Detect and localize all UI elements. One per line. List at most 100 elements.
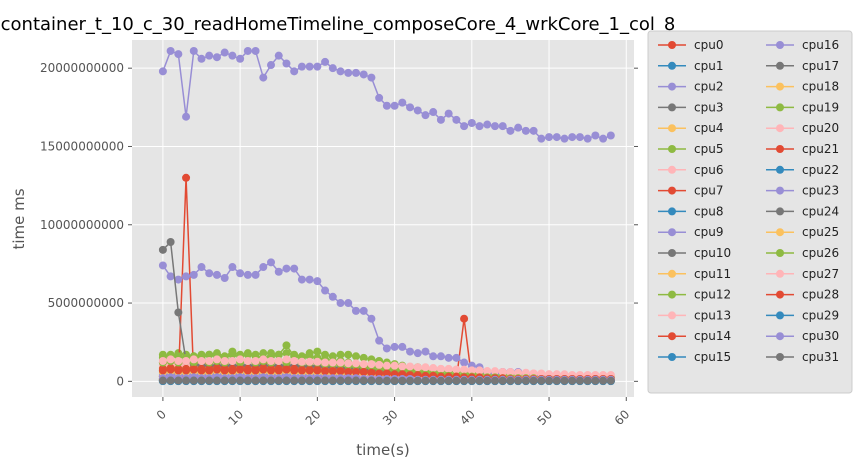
data-point (274, 356, 283, 365)
data-point (189, 365, 198, 374)
legend-marker (668, 353, 676, 361)
data-point (490, 376, 499, 385)
data-point (197, 366, 206, 375)
data-point (537, 376, 546, 385)
data-point (290, 366, 299, 375)
data-point (429, 376, 438, 385)
data-point (444, 376, 453, 385)
data-point (228, 376, 237, 385)
legend-item: cpu26 (766, 246, 839, 260)
data-point (413, 106, 422, 115)
data-point (220, 366, 229, 375)
y-axis-label: time ms (10, 188, 28, 249)
data-point (375, 360, 384, 369)
data-point (220, 274, 229, 282)
legend-label: cpu8 (694, 204, 723, 218)
legend-label: cpu3 (694, 100, 723, 114)
legend-item: cpu11 (658, 267, 731, 281)
legend-item: cpu6 (658, 163, 723, 177)
data-point (344, 350, 353, 359)
data-point (313, 357, 322, 366)
data-point (359, 367, 368, 376)
chart-title: container_t_10_c_30_readHomeTimeline_com… (1, 14, 676, 35)
data-point (305, 357, 314, 366)
data-point (243, 46, 252, 55)
data-point (158, 245, 167, 254)
data-point (436, 376, 445, 385)
legend-item: cpu25 (766, 225, 839, 239)
data-point (259, 263, 268, 272)
data-point (421, 363, 430, 372)
data-point (521, 376, 530, 385)
data-point (236, 355, 245, 364)
data-point (514, 376, 523, 385)
legend-item: cpu15 (658, 350, 731, 364)
data-point (583, 376, 592, 385)
data-point (158, 67, 167, 76)
data-point (560, 376, 569, 385)
data-point (398, 98, 407, 107)
legend-marker (668, 249, 676, 257)
data-point (212, 355, 221, 364)
legend-marker (668, 311, 676, 320)
data-point (297, 376, 306, 385)
legend-item: cpu18 (766, 80, 839, 94)
data-point (398, 362, 407, 371)
legend-label: cpu18 (802, 80, 839, 94)
data-point (467, 366, 476, 375)
data-point (375, 369, 384, 378)
data-point (205, 366, 214, 375)
data-point (182, 272, 191, 281)
data-point (390, 101, 399, 110)
data-point (367, 73, 376, 82)
data-point (351, 306, 360, 315)
legend-marker (668, 332, 676, 341)
y-tick-label: 0 (116, 374, 124, 388)
legend-label: cpu12 (694, 288, 731, 302)
legend-item: cpu21 (766, 142, 839, 156)
legend-marker (668, 82, 676, 91)
legend-label: cpu21 (802, 142, 839, 156)
data-point (429, 352, 438, 361)
legend-item: cpu14 (658, 329, 731, 343)
series-cpu16 (158, 46, 615, 143)
legend-marker (776, 353, 784, 361)
legend-marker (776, 207, 784, 216)
data-point (321, 358, 330, 367)
legend-marker (776, 186, 784, 195)
data-point (158, 376, 167, 385)
legend-marker (776, 124, 784, 133)
data-point (351, 359, 360, 368)
data-point (174, 308, 183, 317)
data-point (421, 376, 430, 385)
data-point (390, 342, 399, 351)
data-point (243, 350, 252, 359)
data-point (521, 126, 530, 135)
data-point (243, 366, 252, 375)
data-point (220, 356, 229, 365)
data-point (406, 347, 415, 356)
data-point (344, 359, 353, 368)
data-point (236, 269, 245, 278)
legend-item: cpu27 (766, 267, 839, 281)
legend-label: cpu25 (802, 225, 839, 239)
data-point (452, 353, 461, 362)
data-point (282, 264, 291, 273)
legend-item: cpu12 (658, 288, 731, 302)
data-point (174, 376, 183, 385)
legend-item: cpu17 (766, 59, 839, 73)
legend-item: cpu4 (658, 121, 723, 135)
data-point (406, 362, 415, 371)
data-point (436, 364, 445, 373)
data-point (568, 376, 577, 385)
legend-label: cpu15 (694, 350, 731, 364)
legend-label: cpu5 (694, 142, 723, 156)
data-point (452, 365, 461, 374)
data-point (336, 358, 345, 367)
data-point (413, 376, 422, 385)
data-point (413, 363, 422, 372)
data-point (429, 364, 438, 373)
legend-label: cpu27 (802, 267, 839, 281)
legend-label: cpu31 (802, 350, 839, 364)
data-point (321, 367, 330, 376)
